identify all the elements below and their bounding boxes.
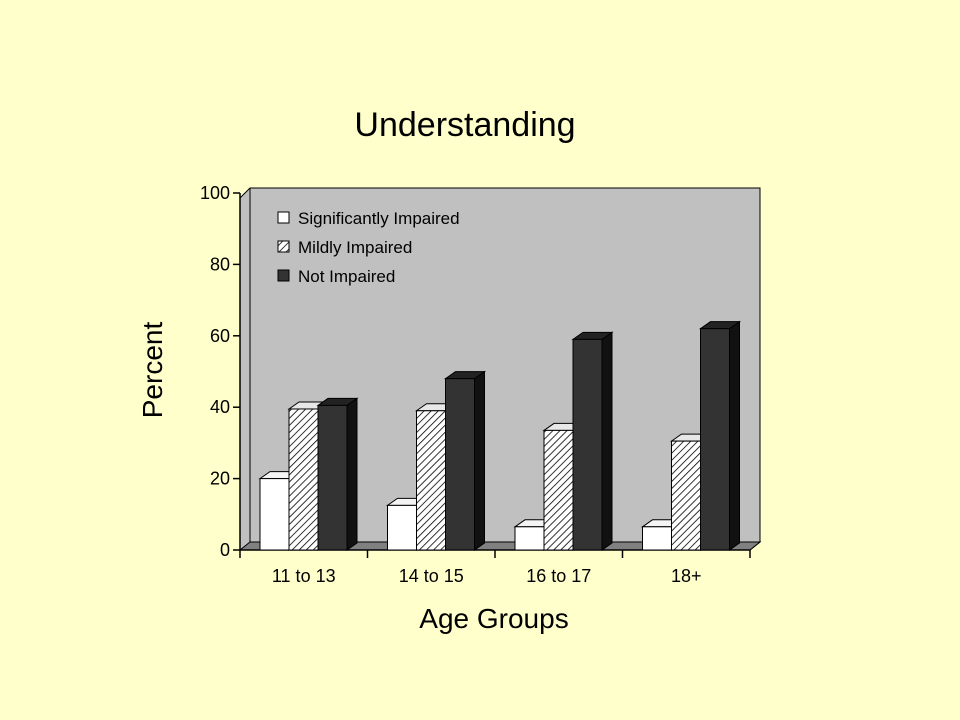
y-tick-label: 0	[220, 540, 230, 560]
y-tick-label: 20	[210, 469, 230, 489]
legend-label: Significantly Impaired	[298, 209, 460, 228]
bar-dark	[571, 331, 614, 551]
bar-dark	[443, 370, 487, 551]
y-ticks: 0 20 40 60 80 100	[200, 183, 240, 560]
y-tick-label: 100	[200, 183, 230, 203]
y-tick-label: 40	[210, 397, 230, 417]
legend-swatch	[277, 211, 290, 224]
y-tick-label: 80	[210, 254, 230, 274]
plot-area	[238, 187, 762, 551]
y-tick-label: 60	[210, 326, 230, 346]
x-tick-label: 18+	[671, 566, 702, 586]
legend: Significantly Impaired Mildly Impaired Not…	[277, 209, 460, 286]
x-tick-label: 14 to 15	[399, 566, 464, 586]
bar-dark	[698, 320, 742, 551]
x-tick-label: 11 to 13	[272, 566, 336, 586]
legend-swatch	[277, 269, 290, 282]
x-axis-title: Age Groups	[419, 603, 568, 634]
x-ticks: 11 to 13 14 to 15 16 to 17 18+	[239, 550, 751, 586]
x-tick-label: 16 to 17	[526, 566, 591, 586]
y-axis-title: Percent	[137, 322, 168, 419]
bars	[258, 320, 742, 551]
legend-swatch	[277, 240, 290, 253]
bar-dark	[316, 397, 359, 551]
legend-label: Not Impaired	[298, 267, 395, 286]
chart-title: Understanding	[354, 106, 575, 144]
legend-label: Mildly Impaired	[298, 238, 412, 257]
